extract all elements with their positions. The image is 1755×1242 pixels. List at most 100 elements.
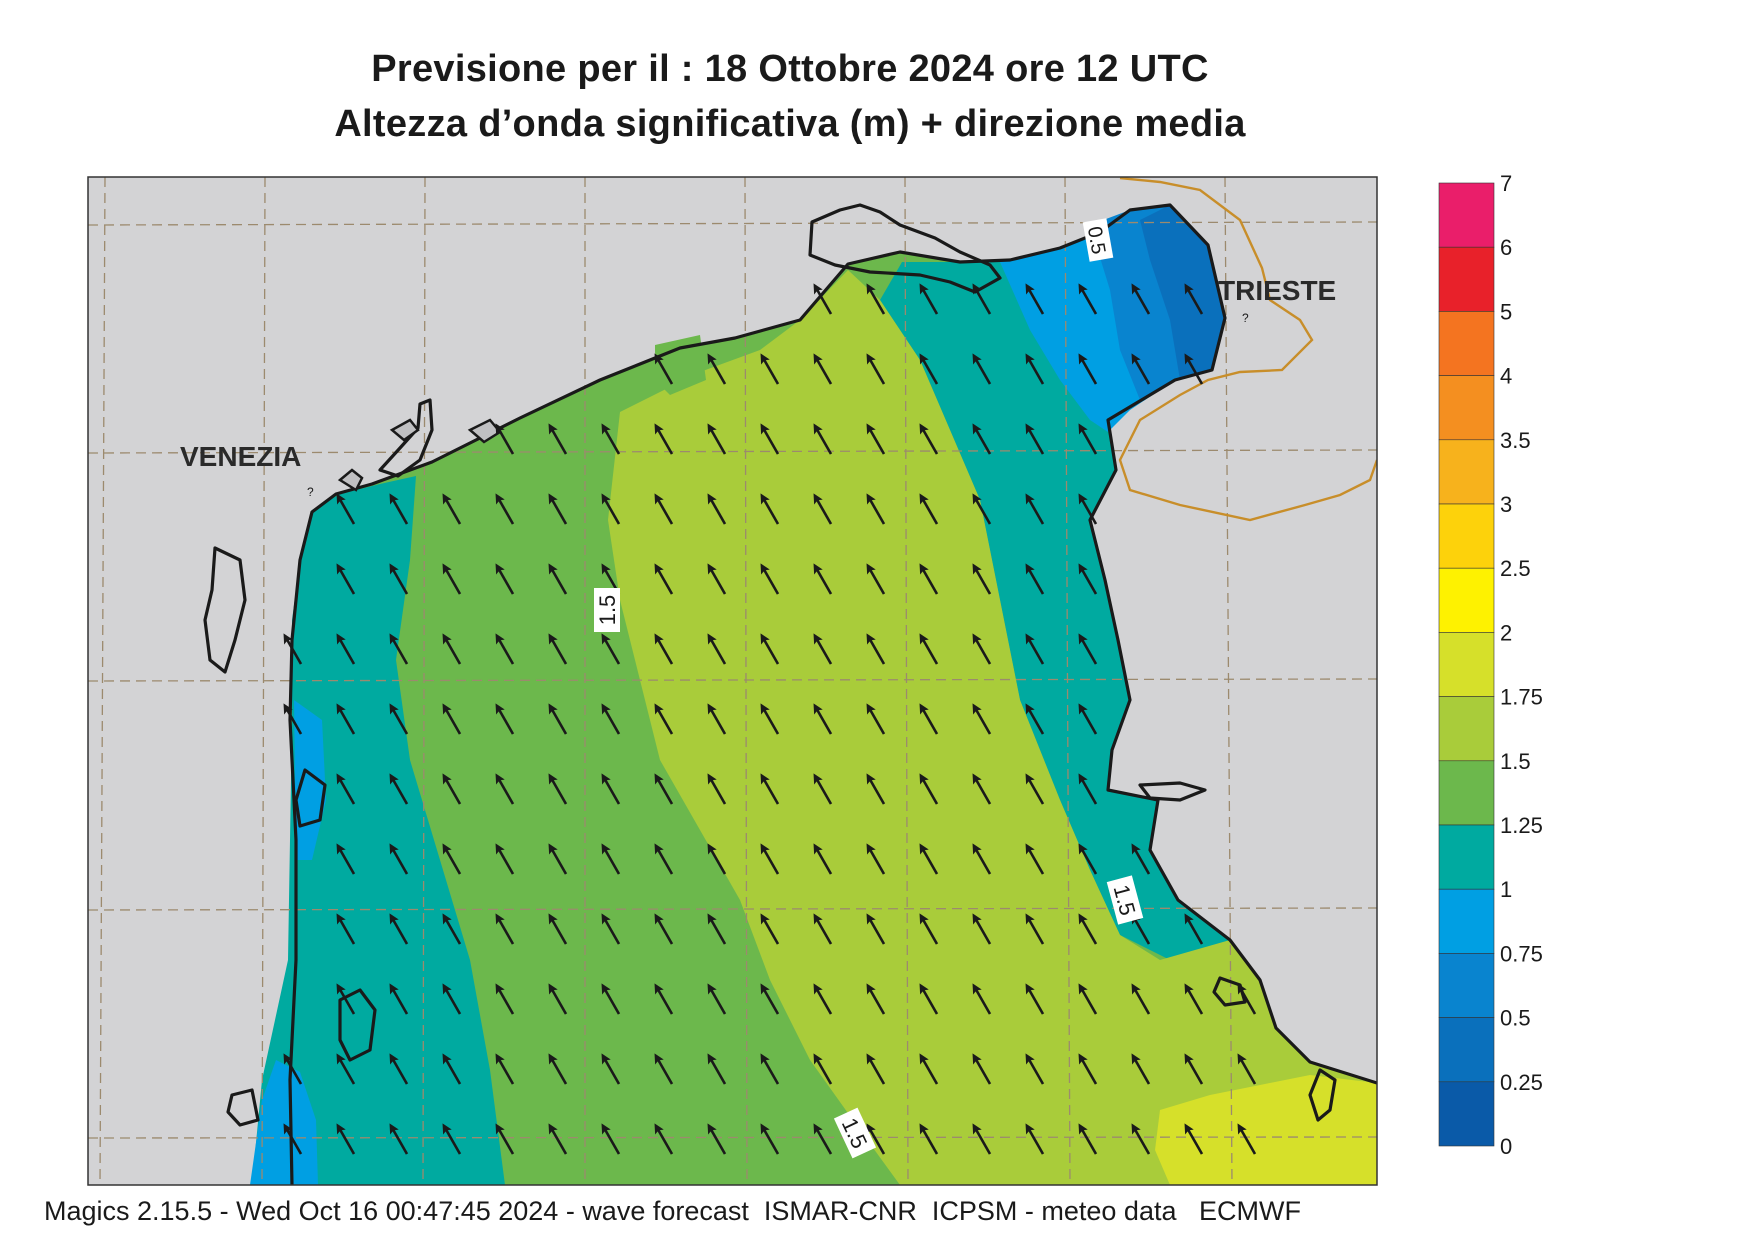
wave-direction-arrow: [1078, 983, 1098, 1015]
wave-direction-arrow: [972, 703, 992, 735]
wave-direction-arrow: [1025, 1053, 1045, 1085]
title-line-2: Altezza d’onda significativa (m) + direz…: [334, 103, 1246, 145]
wave-direction-arrow: [389, 493, 409, 525]
colorbar-tick-label: 7: [1500, 171, 1512, 196]
colorbar-swatch: [1438, 311, 1495, 376]
wave-direction-arrow: [1078, 773, 1098, 805]
wave-direction-arrow: [813, 283, 833, 315]
wave-direction-arrow: [654, 843, 674, 875]
wave-direction-arrow: [495, 773, 515, 805]
wave-direction-arrow: [495, 1053, 515, 1085]
sea-band-northeast-deepest: [1140, 205, 1225, 380]
wave-direction-arrow: [442, 1053, 462, 1085]
colorbar-swatch: [1438, 375, 1495, 441]
wave-direction-arrow: [813, 563, 833, 595]
wave-direction-arrow: [654, 423, 674, 455]
colorbar-tick-label: 0.5: [1500, 1006, 1531, 1031]
wave-direction-arrow: [1131, 913, 1151, 945]
wave-direction-arrow: [707, 983, 727, 1015]
wave-direction-arrow: [972, 843, 992, 875]
wave-direction-arrow: [1184, 353, 1204, 385]
wave-direction-arrow: [1131, 843, 1151, 875]
colorbar-swatch: [1438, 953, 1495, 1018]
wave-direction-arrow: [336, 1123, 356, 1155]
wave-direction-arrow: [495, 563, 515, 595]
wave-direction-arrow: [919, 773, 939, 805]
wave-direction-arrow: [972, 1053, 992, 1085]
wave-direction-arrow: [866, 1053, 886, 1085]
wave-direction-arrow: [601, 423, 621, 455]
wave-direction-arrow: [654, 983, 674, 1015]
wave-direction-arrow: [813, 983, 833, 1015]
wave-direction-arrow: [760, 493, 780, 525]
wave-direction-arrow: [972, 493, 992, 525]
regional-border: [1118, 177, 1377, 522]
map-frame: [87, 176, 1378, 1186]
wave-direction-arrow: [601, 843, 621, 875]
wave-direction-arrow: [707, 773, 727, 805]
wave-direction-arrow: [283, 633, 303, 665]
wave-direction-arrow: [442, 983, 462, 1015]
wave-direction-arrow: [972, 983, 992, 1015]
wave-direction-arrow: [813, 1123, 833, 1155]
colorbar-swatch: [1438, 439, 1495, 505]
wave-direction-arrow: [336, 983, 356, 1015]
wave-direction-arrow: [1237, 1053, 1257, 1085]
wave-direction-arrow: [601, 773, 621, 805]
wave-direction-arrow: [654, 703, 674, 735]
wave-direction-arrow: [336, 773, 356, 805]
colorbar-tick-label: 2: [1500, 620, 1512, 645]
place-label-venezia: VENEZIA: [180, 441, 301, 472]
wave-direction-arrow: [442, 843, 462, 875]
wave-direction-arrow: [495, 913, 515, 945]
colorbar-swatch: [1438, 1081, 1495, 1147]
wave-direction-arrow: [1078, 423, 1098, 455]
wave-direction-arrow: [389, 1053, 409, 1085]
wave-direction-arrow: [866, 633, 886, 665]
sea-core-1-5: [608, 270, 1377, 1185]
wave-direction-arrow: [707, 493, 727, 525]
wave-direction-arrow: [1025, 703, 1045, 735]
city-marker-trieste: ?: [1242, 311, 1249, 325]
wave-direction-arrow: [1184, 983, 1204, 1015]
wave-direction-arrow: [760, 773, 780, 805]
wave-direction-arrow: [1078, 563, 1098, 595]
wave-direction-arrow: [866, 353, 886, 385]
contour-label: 1.5: [1106, 875, 1144, 925]
wave-direction-arrow: [707, 703, 727, 735]
wave-direction-arrow: [654, 563, 674, 595]
wave-direction-arrow: [336, 493, 356, 525]
colorbar-swatch: [1438, 246, 1495, 312]
colorbar-swatch: [1438, 888, 1495, 954]
wave-direction-arrow: [601, 703, 621, 735]
wave-direction-arrow: [760, 1123, 780, 1155]
wave-direction-arrow: [548, 773, 568, 805]
wave-direction-arrow: [336, 843, 356, 875]
wave-direction-arrow: [813, 773, 833, 805]
wave-direction-arrow: [919, 633, 939, 665]
wave-direction-arrow: [1025, 423, 1045, 455]
wave-direction-arrow: [1237, 983, 1257, 1015]
wave-direction-arrow: [1025, 283, 1045, 315]
colorbar-tick-label: 2.5: [1500, 556, 1531, 581]
wave-direction-arrow: [442, 563, 462, 595]
wave-direction-arrow: [336, 1053, 356, 1085]
colorbar-tick-label: 5: [1500, 299, 1512, 324]
wave-direction-arrow: [707, 633, 727, 665]
wave-direction-arrow: [760, 633, 780, 665]
wave-direction-arrow: [548, 563, 568, 595]
wave-direction-arrow: [548, 633, 568, 665]
wave-direction-arrow: [919, 353, 939, 385]
colorbar-swatch: [1438, 1017, 1495, 1083]
wave-direction-arrow: [1078, 283, 1098, 315]
wave-direction-arrow: [1184, 913, 1204, 945]
wave-direction-arrow: [654, 353, 674, 385]
wave-direction-arrow: [919, 1123, 939, 1155]
coastline: [203, 203, 1377, 1185]
wave-direction-arrow: [601, 1053, 621, 1085]
graticule: [88, 177, 1377, 1185]
wave-direction-arrow: [336, 633, 356, 665]
wave-direction-arrow: [760, 563, 780, 595]
wave-direction-arrow: [813, 423, 833, 455]
wave-direction-arrow: [495, 633, 515, 665]
